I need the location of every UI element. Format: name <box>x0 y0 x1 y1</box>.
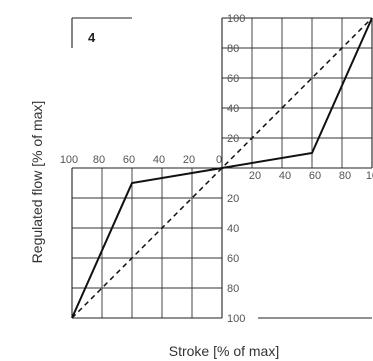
y-tick-label: 60 <box>227 73 239 85</box>
x-tick-label: 0 <box>216 154 222 166</box>
x-tick-label: 100 <box>60 154 78 166</box>
y-tick-label: 40 <box>227 223 239 235</box>
panel-label: 4 <box>88 30 96 45</box>
y-axis-title: Regulated flow [% of max] <box>29 101 45 264</box>
y-tick-label: 100 <box>227 13 245 25</box>
tick-labels: 20 40 60 80 100 100 80 60 40 20 0 100 80 60 40 20 20 40 60… <box>60 13 373 325</box>
x-tick-label: 20 <box>249 170 261 182</box>
y-tick-label: 20 <box>227 193 239 205</box>
axes-frame <box>71 17 373 319</box>
y-tick-label: 40 <box>227 103 239 115</box>
x-tick-label: 20 <box>183 154 195 166</box>
x-axis-title: Stroke [% of max] <box>169 343 279 359</box>
y-tick-label: 20 <box>227 133 239 145</box>
linear-reference-line <box>71 17 373 319</box>
y-tick-label: 100 <box>227 313 245 325</box>
x-tick-label: 40 <box>153 154 165 166</box>
x-tick-label: 60 <box>123 154 135 166</box>
y-tick-label: 60 <box>227 253 239 265</box>
characteristic-line <box>71 17 373 319</box>
x-tick-label: 80 <box>339 170 351 182</box>
x-tick-label: 100 <box>366 170 373 182</box>
grid <box>72 18 372 318</box>
y-tick-label: 80 <box>227 283 239 295</box>
series-group <box>71 17 373 319</box>
x-tick-label: 60 <box>309 170 321 182</box>
y-tick-label: 80 <box>227 43 239 55</box>
x-tick-label: 80 <box>93 154 105 166</box>
x-tick-label: 40 <box>279 170 291 182</box>
